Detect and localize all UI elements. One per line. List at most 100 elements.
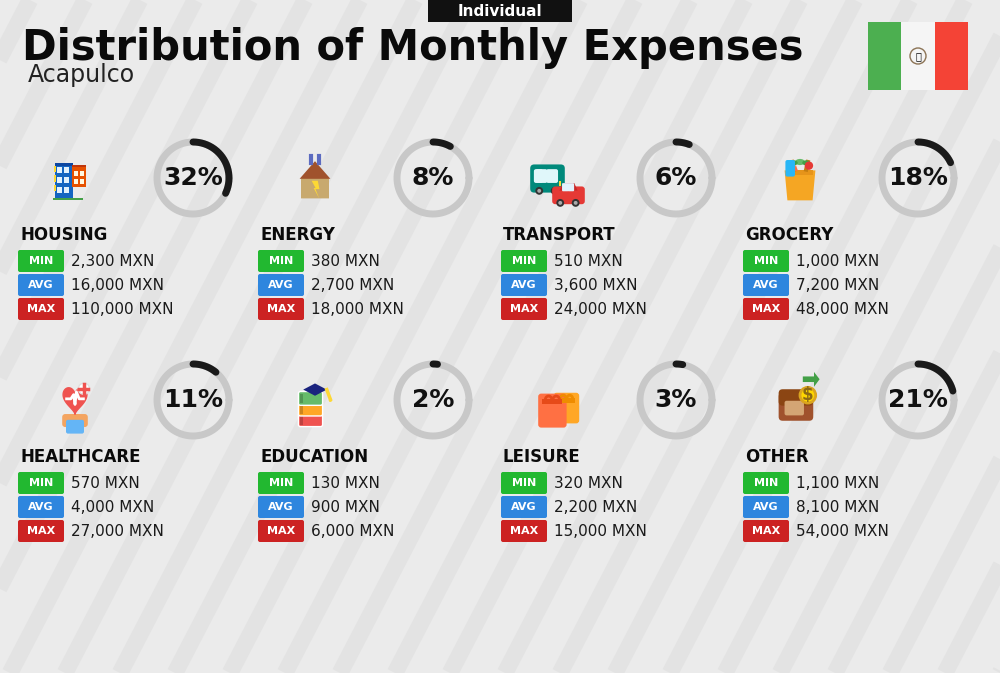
Circle shape (574, 201, 578, 205)
FancyBboxPatch shape (258, 250, 304, 272)
Bar (308, 391, 322, 398)
FancyBboxPatch shape (501, 274, 547, 296)
Text: 130 MXN: 130 MXN (311, 476, 380, 491)
Text: EDUCATION: EDUCATION (260, 448, 368, 466)
Ellipse shape (795, 159, 805, 165)
Bar (55, 165, 73, 199)
Circle shape (553, 189, 557, 192)
Text: MAX: MAX (752, 304, 780, 314)
Bar (64, 177, 69, 183)
Bar (57, 177, 62, 183)
Text: 18%: 18% (888, 166, 948, 190)
FancyBboxPatch shape (258, 298, 304, 320)
Text: 900 MXN: 900 MXN (311, 499, 380, 514)
Text: GROCERY: GROCERY (745, 226, 833, 244)
Bar (54, 176, 56, 182)
FancyBboxPatch shape (298, 392, 323, 405)
FancyBboxPatch shape (538, 394, 567, 427)
FancyBboxPatch shape (743, 520, 789, 542)
Polygon shape (301, 164, 329, 199)
FancyBboxPatch shape (785, 400, 804, 415)
Polygon shape (559, 183, 578, 190)
Text: MIN: MIN (269, 478, 293, 488)
Text: TRANSPORT: TRANSPORT (503, 226, 616, 244)
FancyBboxPatch shape (534, 169, 543, 183)
Text: 8%: 8% (412, 166, 454, 190)
Bar (868, 22, 968, 90)
Text: MIN: MIN (269, 256, 293, 266)
FancyBboxPatch shape (779, 389, 813, 406)
Text: MAX: MAX (267, 304, 295, 314)
Text: 1,100 MXN: 1,100 MXN (796, 476, 879, 491)
Bar (72, 165, 86, 167)
FancyBboxPatch shape (552, 186, 585, 204)
FancyBboxPatch shape (18, 496, 64, 518)
Text: 510 MXN: 510 MXN (554, 254, 623, 269)
FancyBboxPatch shape (743, 298, 789, 320)
Polygon shape (312, 181, 319, 199)
Ellipse shape (790, 160, 798, 166)
Text: 320 MXN: 320 MXN (554, 476, 623, 491)
Bar (74, 171, 78, 176)
Polygon shape (803, 372, 820, 387)
FancyBboxPatch shape (501, 520, 547, 542)
Circle shape (78, 383, 90, 394)
Bar (55, 164, 73, 166)
Text: 4,000 MXN: 4,000 MXN (71, 499, 154, 514)
Text: MIN: MIN (512, 256, 536, 266)
Circle shape (551, 187, 559, 194)
Bar (64, 167, 69, 173)
Text: 16,000 MXN: 16,000 MXN (71, 277, 164, 293)
FancyBboxPatch shape (258, 520, 304, 542)
Text: 6,000 MXN: 6,000 MXN (311, 524, 394, 538)
Circle shape (537, 189, 541, 192)
Bar (57, 186, 62, 192)
Text: 8,100 MXN: 8,100 MXN (796, 499, 879, 514)
FancyBboxPatch shape (568, 183, 574, 191)
Bar (53, 198, 83, 200)
FancyBboxPatch shape (530, 164, 565, 192)
Circle shape (556, 199, 564, 207)
FancyBboxPatch shape (501, 472, 547, 494)
Text: Individual: Individual (458, 3, 542, 18)
Text: ENERGY: ENERGY (260, 226, 335, 244)
FancyBboxPatch shape (779, 392, 813, 421)
FancyBboxPatch shape (18, 274, 64, 296)
FancyBboxPatch shape (62, 414, 88, 427)
Text: 3,600 MXN: 3,600 MXN (554, 277, 638, 293)
FancyBboxPatch shape (258, 472, 304, 494)
Bar (787, 170, 813, 175)
Bar (559, 181, 561, 186)
Text: 3%: 3% (655, 388, 697, 412)
Bar (74, 180, 78, 184)
Circle shape (535, 187, 543, 194)
FancyBboxPatch shape (501, 298, 547, 320)
Ellipse shape (65, 414, 85, 424)
Text: AVG: AVG (753, 280, 779, 290)
Bar (901, 22, 935, 90)
Text: 1,000 MXN: 1,000 MXN (796, 254, 879, 269)
Ellipse shape (802, 160, 810, 166)
FancyBboxPatch shape (546, 169, 558, 183)
Text: MIN: MIN (29, 478, 53, 488)
Bar (542, 399, 562, 404)
Text: 32%: 32% (163, 166, 223, 190)
Bar (300, 394, 303, 403)
Text: 6%: 6% (655, 166, 697, 190)
Bar (64, 186, 69, 192)
FancyBboxPatch shape (785, 160, 795, 176)
Text: 15,000 MXN: 15,000 MXN (554, 524, 647, 538)
Bar (935, 22, 968, 90)
Text: MAX: MAX (510, 304, 538, 314)
Text: Distribution of Monthly Expenses: Distribution of Monthly Expenses (22, 27, 804, 69)
Text: AVG: AVG (511, 502, 537, 512)
Text: Acapulco: Acapulco (28, 63, 135, 87)
Circle shape (805, 162, 813, 170)
FancyBboxPatch shape (743, 250, 789, 272)
Circle shape (329, 398, 332, 402)
Ellipse shape (308, 390, 322, 395)
Text: MIN: MIN (512, 478, 536, 488)
Text: 2,700 MXN: 2,700 MXN (311, 277, 394, 293)
Polygon shape (300, 161, 330, 179)
FancyBboxPatch shape (18, 520, 64, 542)
